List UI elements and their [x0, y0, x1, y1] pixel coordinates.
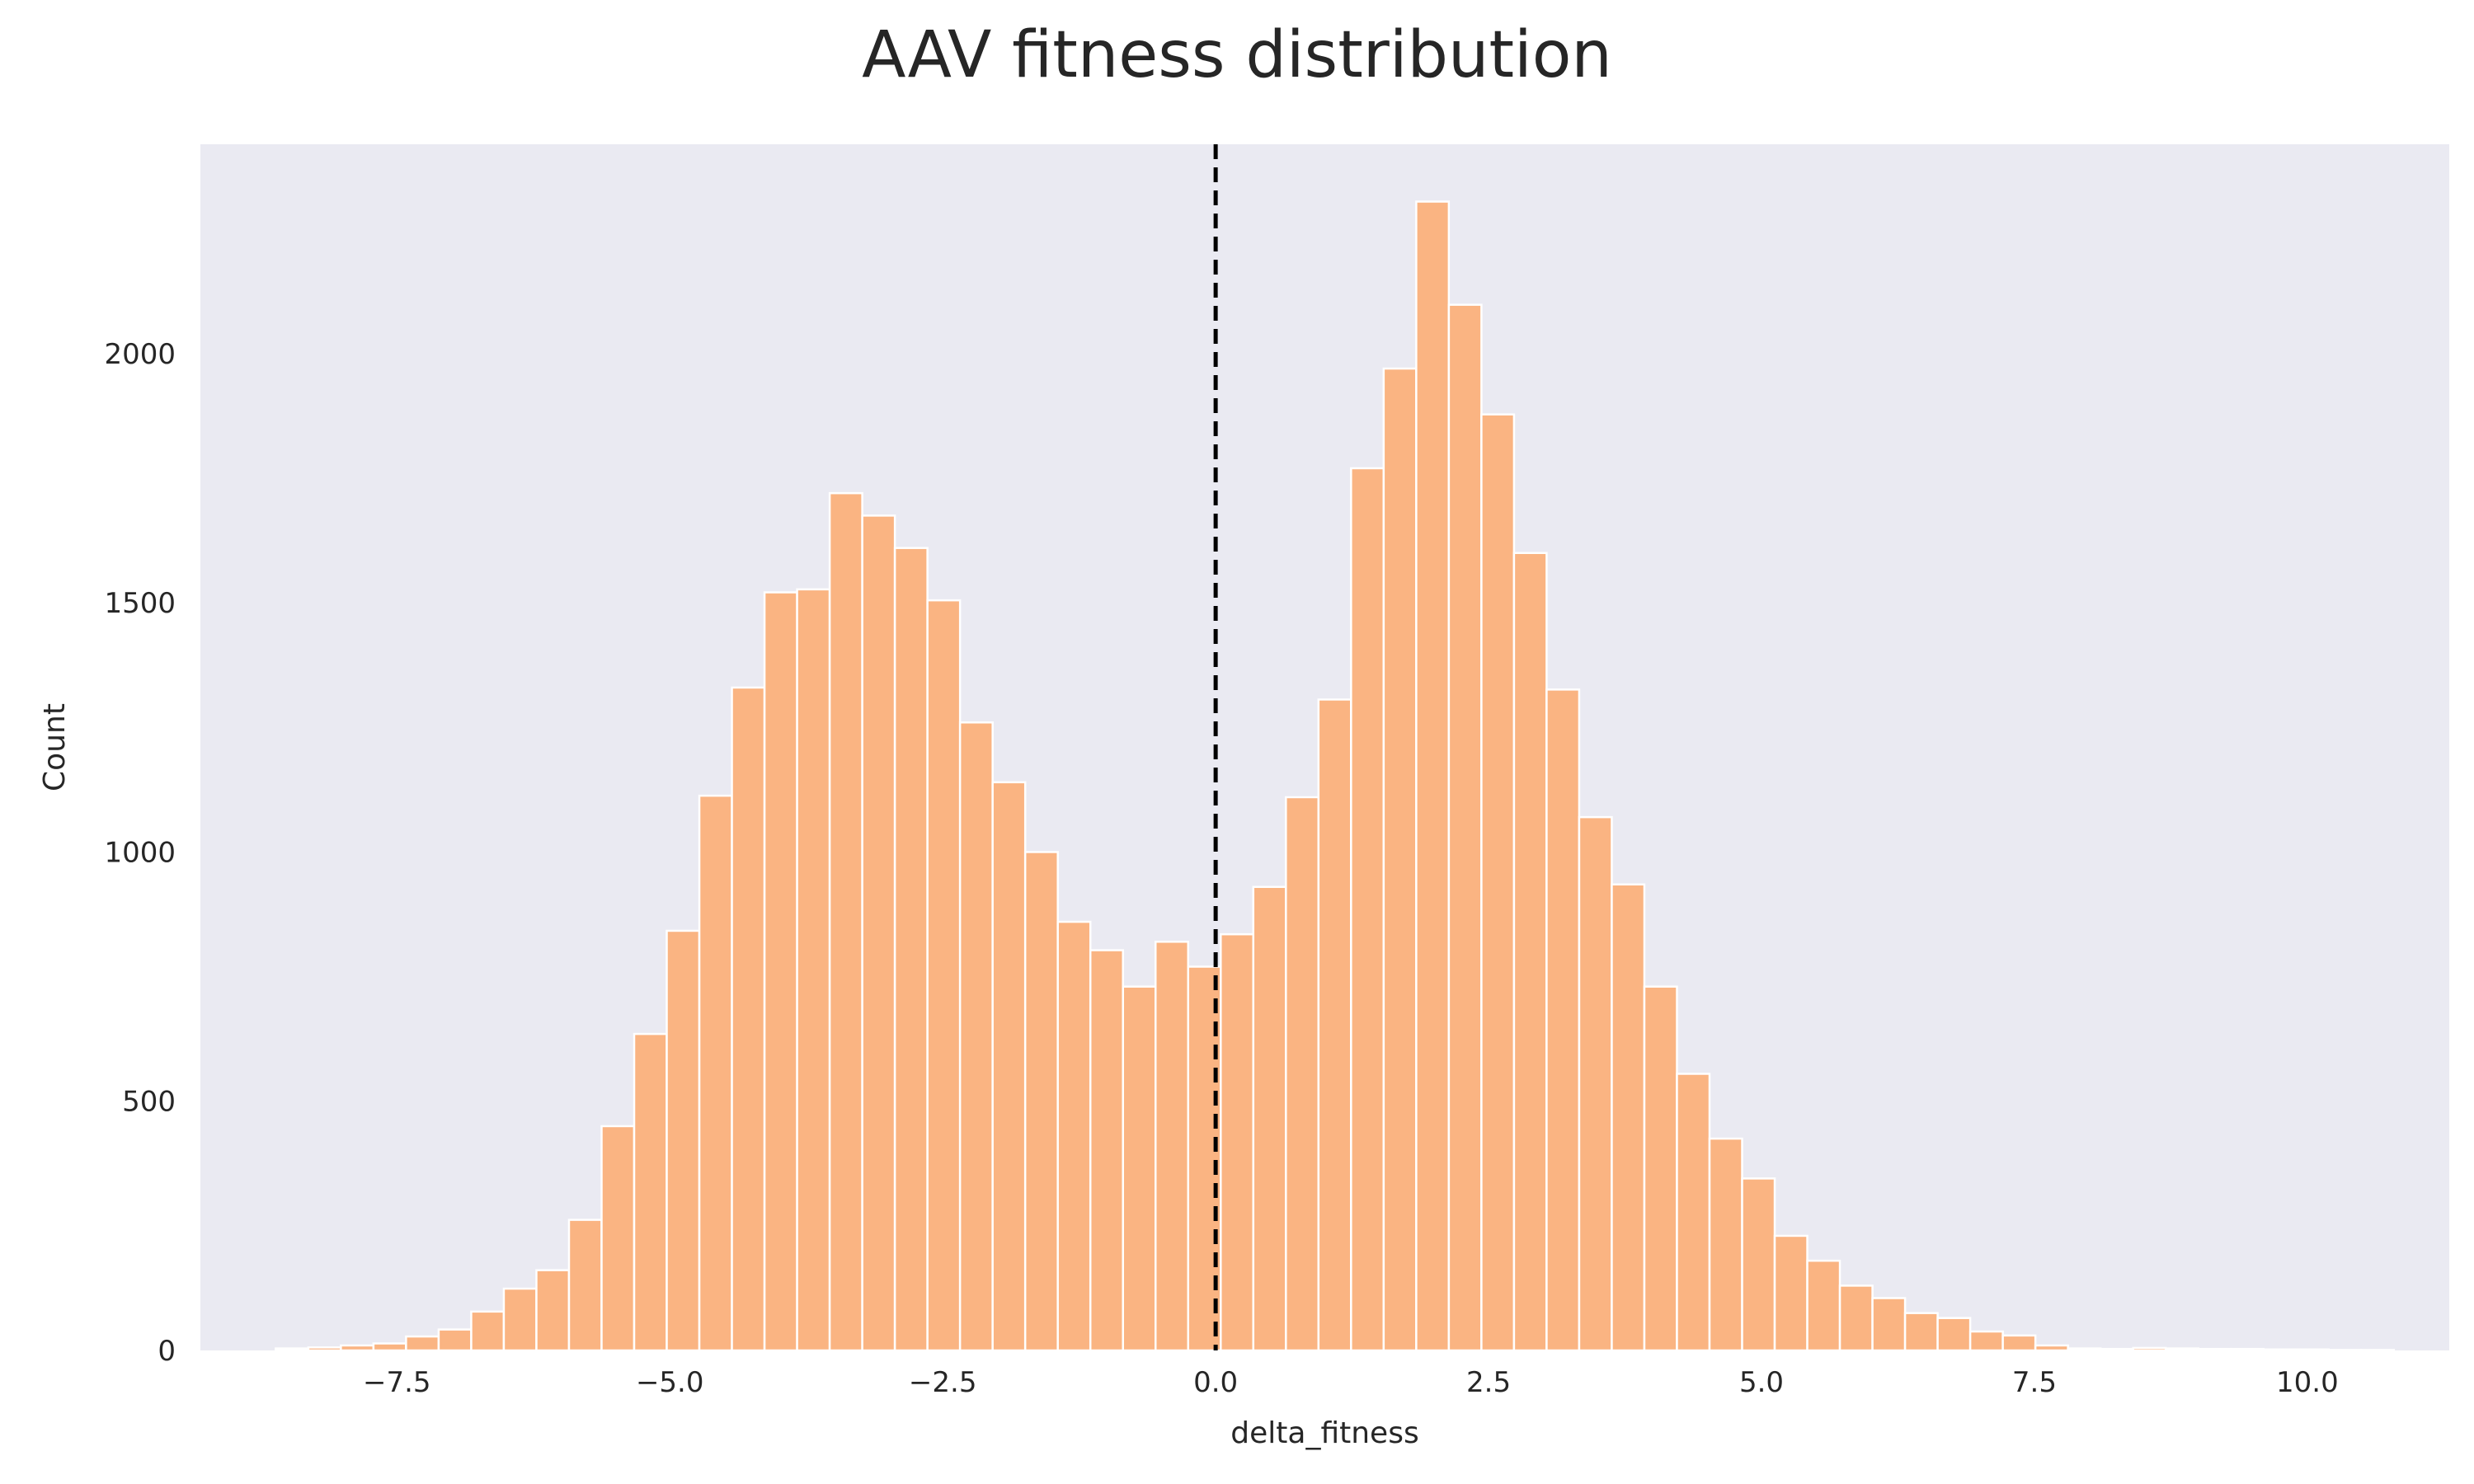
histogram-bar — [796, 588, 831, 1352]
histogram-bar — [1838, 1284, 1874, 1352]
chart-title: AAV fitness distribution — [862, 18, 1612, 92]
histogram-bar — [1611, 883, 1646, 1352]
histogram-bar — [763, 591, 798, 1352]
histogram-bar — [502, 1287, 538, 1352]
histogram-bar — [2001, 1334, 2037, 1352]
histogram-bar — [470, 1310, 506, 1352]
histogram-bar — [1220, 932, 1255, 1352]
histogram-bar — [1089, 949, 1124, 1352]
x-tick-label: −7.5 — [363, 1366, 431, 1399]
histogram-bar — [1578, 815, 1613, 1352]
histogram-bar — [926, 599, 962, 1352]
histogram-bar — [2067, 1347, 2102, 1352]
histogram-bar — [437, 1328, 473, 1352]
histogram-bar — [861, 514, 896, 1352]
histogram-bar — [1285, 796, 1320, 1352]
histogram-bar — [958, 721, 994, 1352]
histogram-bar — [1741, 1177, 1776, 1352]
y-tick-label: 0 — [158, 1335, 176, 1368]
x-tick-label: 5.0 — [1739, 1366, 1784, 1399]
histogram-bar — [893, 547, 929, 1352]
y-axis-ticks: 0 500 1000 1500 2000 — [104, 338, 176, 1368]
histogram-bar — [1382, 367, 1418, 1352]
histogram-bar — [2229, 1347, 2265, 1352]
histogram-bar — [1512, 552, 1548, 1352]
histogram-bar — [1056, 920, 1092, 1352]
histogram-bar — [1968, 1330, 2004, 1352]
histogram-bars — [275, 200, 2396, 1352]
histogram-bar — [1023, 851, 1059, 1352]
y-tick-label: 500 — [122, 1086, 176, 1119]
histogram-bar — [1545, 688, 1581, 1352]
histogram-bar — [991, 781, 1027, 1352]
y-tick-label: 1500 — [104, 587, 176, 620]
histogram-bar — [1643, 985, 1678, 1352]
histogram-bar — [1350, 467, 1385, 1352]
histogram-bar — [2197, 1347, 2232, 1352]
histogram-bar — [666, 929, 701, 1352]
histogram-bar — [567, 1219, 603, 1352]
histogram-bar — [1936, 1317, 1972, 1352]
x-tick-label: −2.5 — [909, 1366, 977, 1399]
y-tick-label: 2000 — [104, 338, 176, 371]
histogram-bar — [1154, 941, 1190, 1352]
y-axis-label: Count — [38, 703, 72, 791]
x-tick-label: −5.0 — [636, 1366, 704, 1399]
histogram-bar — [1447, 303, 1483, 1352]
histogram-bar — [1415, 200, 1451, 1352]
histogram-bar — [405, 1335, 440, 1352]
histogram-bar — [1122, 985, 1157, 1352]
histogram-bar — [307, 1346, 342, 1352]
histogram-bar — [633, 1032, 668, 1352]
histogram-bar — [535, 1269, 571, 1352]
histogram-bar — [1903, 1312, 1939, 1352]
histogram-bar — [1480, 413, 1516, 1352]
x-axis-label: delta_fitness — [1230, 1416, 1418, 1450]
histogram-bar — [2132, 1346, 2167, 1352]
histogram-bar — [2099, 1347, 2134, 1352]
histogram-bar — [1317, 698, 1352, 1352]
histogram-bar — [1871, 1297, 1907, 1352]
x-tick-label: 0.0 — [1193, 1366, 1238, 1399]
histogram-bar — [372, 1342, 407, 1352]
histogram-bar — [828, 491, 863, 1352]
histogram-bar — [731, 686, 766, 1352]
x-tick-label: 2.5 — [1466, 1366, 1511, 1399]
histogram-bar — [2164, 1347, 2199, 1352]
histogram-bar — [1676, 1073, 1711, 1352]
histogram-bar — [1252, 885, 1287, 1352]
histogram-bar — [340, 1344, 375, 1352]
histogram-bar — [275, 1347, 310, 1352]
histogram-bar — [1806, 1259, 1841, 1352]
histogram-bar — [1708, 1137, 1743, 1352]
histogram-bar — [698, 794, 733, 1352]
x-tick-label: 7.5 — [2012, 1366, 2057, 1399]
x-axis-ticks: −7.5 −5.0 −2.5 0.0 2.5 5.0 7.5 10.0 — [363, 1366, 2339, 1399]
y-tick-label: 1000 — [104, 836, 176, 869]
histogram-bar — [600, 1125, 636, 1352]
x-tick-label: 10.0 — [2276, 1366, 2339, 1399]
histogram-bar — [1773, 1234, 1808, 1352]
histogram-bar — [2034, 1344, 2069, 1352]
